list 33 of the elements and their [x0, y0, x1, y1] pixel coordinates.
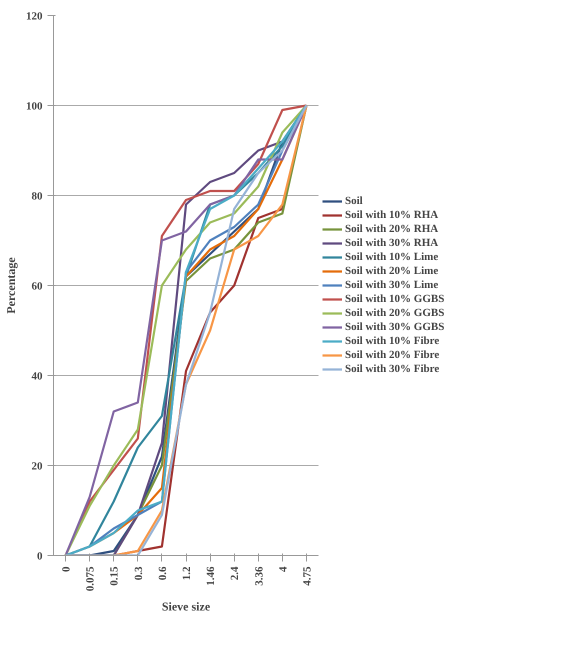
x-tick-label: 4 [277, 566, 290, 572]
legend-label: Soil with 30% Fibre [345, 362, 440, 376]
legend-label: Soil with 30% GGBS [345, 320, 444, 334]
x-tick-label: 0.15 [108, 566, 121, 586]
x-tick-label: 1.2 [181, 566, 193, 580]
x-tick-label: 2.4 [229, 566, 242, 580]
x-axis-title: Sieve size [162, 599, 211, 614]
y-tick-label: 0 [37, 550, 43, 562]
y-axis-title: Percentage [4, 256, 18, 314]
y-tick-label: 120 [26, 10, 43, 22]
legend-label: Soil with 30% Lime [345, 278, 438, 292]
y-tick-label: 40 [32, 370, 43, 382]
legend-label: Soil with 10% RHA [345, 208, 438, 222]
legend-label: Soil with 20% Fibre [345, 348, 440, 362]
x-tick-label: 0.075 [84, 566, 97, 592]
x-tick-label: 1.46 [205, 566, 218, 586]
x-tick-label: 0.6 [156, 566, 169, 580]
x-tick-label: 0.3 [132, 566, 145, 580]
legend-label: Soil with 20% GGBS [345, 306, 444, 320]
legend-label: Soil with 20% RHA [345, 222, 438, 236]
y-tick-label: 80 [32, 190, 43, 202]
y-tick-label: 20 [32, 460, 43, 472]
y-tick-label: 100 [26, 100, 43, 112]
y-tick-label: 60 [32, 280, 43, 292]
x-tick-label: 0 [60, 566, 73, 572]
legend-label: Soil with 10% Fibre [345, 334, 440, 348]
legend-label: Soil with 30% RHA [345, 236, 438, 250]
legend-label: Soil with 20% Lime [345, 264, 438, 278]
x-tick-label: 3.36 [253, 566, 266, 586]
x-tick-label: 4.75 [301, 566, 314, 586]
legend-label: Soil with 10% Lime [345, 250, 438, 264]
legend-label: Soil [345, 194, 364, 208]
legend-label: Soil with 10% GGBS [345, 292, 444, 306]
